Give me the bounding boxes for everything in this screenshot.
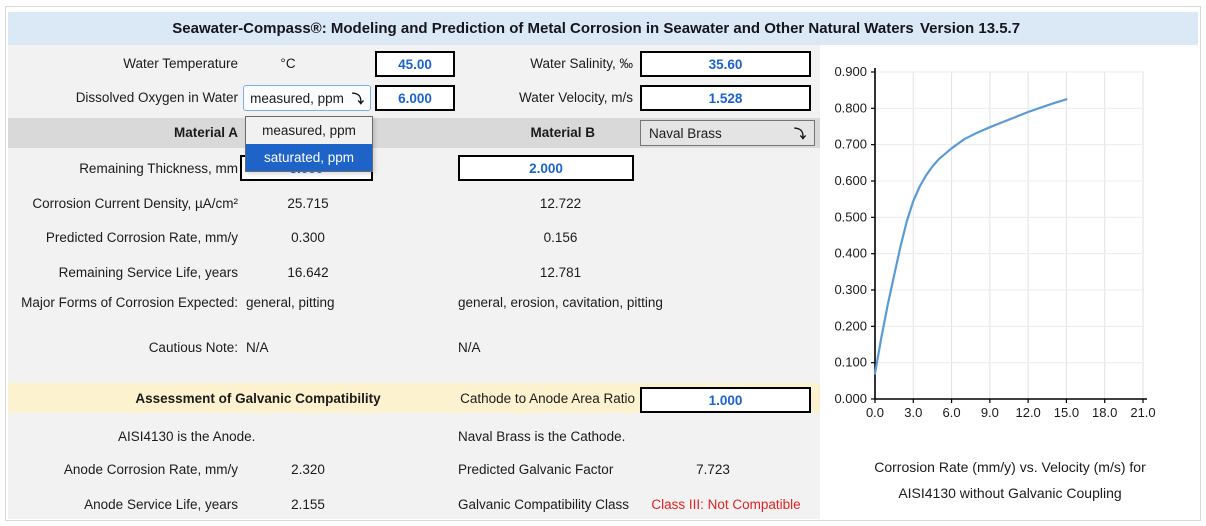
app-version: Version 13.5.7 [920, 20, 1021, 37]
service-life-b-value: 12.781 [539, 265, 582, 280]
dissolved-oxygen-select[interactable]: measured, ppm ⤵ [243, 85, 371, 111]
major-forms-b-value: general, erosion, cavitation, pitting [458, 295, 663, 310]
chart-caption: Corrosion Rate (mm/y) vs. Velocity (m/s)… [830, 455, 1190, 507]
current-density-label: Corrosion Current Density, µA/cm² [32, 196, 238, 211]
anode-life-label: Anode Service Life, years [84, 497, 238, 512]
anode-note: AISI4130 is the Anode. [118, 429, 256, 444]
water-temperature-label: Water Temperature [123, 56, 238, 71]
svg-text:0.0: 0.0 [866, 405, 884, 420]
anode-rate-value: 2.320 [291, 462, 325, 477]
service-life-a-value: 16.642 [287, 265, 329, 280]
option-measured-ppm[interactable]: measured, ppm [262, 123, 356, 138]
corrosion-rate-b-value: 0.156 [543, 230, 578, 245]
form-panel: Water Temperature °C Water Salinity, ‰ D… [8, 45, 820, 519]
svg-text:3.0: 3.0 [904, 405, 922, 420]
corrosion-rate-a-value: 0.300 [291, 230, 325, 245]
water-temperature-input[interactable] [375, 51, 455, 77]
svg-text:18.0: 18.0 [1092, 405, 1117, 420]
cautious-note-b-value: N/A [458, 340, 481, 355]
chevron-down-icon: ⤵ [793, 126, 806, 141]
corrosion-rate-chart: 0.000 0.100 0.200 0.300 0.400 0.500 0.600 0.700… [834, 64, 1155, 420]
svg-text:0.500: 0.500 [834, 209, 867, 224]
title-bar: Seawater-Compass®: Modeling and Predicti… [8, 12, 1198, 45]
svg-text:21.0: 21.0 [1130, 405, 1155, 420]
dissolved-oxygen-selected-value: measured, ppm [250, 90, 344, 106]
svg-text:0.400: 0.400 [834, 246, 867, 261]
water-salinity-input[interactable] [640, 51, 811, 77]
galvanic-heading: Assessment of Galvanic Compatibility [135, 391, 381, 406]
compat-class-label: Galvanic Compatibility Class [458, 497, 630, 512]
anode-rate-label: Anode Corrosion Rate, mm/y [63, 462, 238, 477]
dissolved-oxygen-input[interactable] [375, 85, 455, 111]
material-b-select[interactable]: Naval Brass ⤵ [640, 120, 815, 146]
area-ratio-input[interactable] [640, 387, 811, 413]
remaining-thickness-label: Remaining Thickness, mm [79, 161, 238, 176]
water-velocity-label: Water Velocity, m/s [518, 90, 633, 105]
galvanic-factor-value: 7.723 [696, 462, 730, 477]
svg-text:9.0: 9.0 [981, 405, 999, 420]
chart-caption-line2: AISI4130 without Galvanic Coupling [898, 484, 1122, 501]
cautious-note-label: Cautious Note: [148, 340, 238, 355]
temperature-unit-label: °C [280, 56, 296, 71]
svg-text:6.0: 6.0 [943, 405, 961, 420]
chart-caption-line1: Corrosion Rate (mm/y) vs. Velocity (m/s)… [874, 459, 1146, 475]
cautious-note-a-value: N/A [246, 340, 269, 355]
current-density-a-value: 25.715 [287, 196, 329, 211]
svg-text:0.000: 0.000 [834, 391, 867, 406]
svg-text:0.900: 0.900 [834, 64, 867, 79]
major-forms-label: Major Forms of Corrosion Expected: [21, 295, 238, 310]
svg-text:0.300: 0.300 [834, 282, 867, 297]
major-forms-a-value: general, pitting [246, 295, 335, 310]
option-saturated-ppm[interactable]: saturated, ppm [246, 144, 372, 171]
dissolved-oxygen-label: Dissolved Oxygen in Water [75, 90, 238, 105]
corrosion-rate-label: Predicted Corrosion Rate, mm/y [45, 230, 238, 245]
cathode-note: Naval Brass is the Cathode. [458, 429, 626, 444]
material-a-label: Material A [173, 125, 238, 140]
material-b-selected-value: Naval Brass [649, 125, 722, 141]
svg-text:0.800: 0.800 [834, 100, 867, 115]
area-ratio-label: Cathode to Anode Area Ratio [460, 391, 635, 406]
service-life-label: Remaining Service Life, years [58, 265, 238, 280]
dissolved-oxygen-options-list: measured, ppm saturated, ppm [245, 116, 373, 172]
svg-text:0.600: 0.600 [834, 173, 867, 188]
galvanic-factor-label: Predicted Galvanic Factor [458, 462, 614, 477]
water-velocity-input[interactable] [640, 85, 811, 111]
chevron-down-icon: ⤵ [351, 91, 364, 106]
svg-text:0.100: 0.100 [834, 355, 867, 370]
svg-text:15.0: 15.0 [1054, 405, 1079, 420]
svg-text:0.200: 0.200 [834, 318, 867, 333]
svg-text:12.0: 12.0 [1015, 405, 1040, 420]
svg-text:0.700: 0.700 [834, 137, 867, 152]
material-header-band: Material A Material B Naval Brass ⤵ [8, 118, 820, 148]
remaining-thickness-b-input[interactable] [458, 155, 634, 181]
app-title: Seawater-Compass®: Modeling and Predicti… [172, 20, 914, 37]
water-salinity-label: Water Salinity, ‰ [530, 56, 633, 71]
anode-life-value: 2.155 [291, 497, 325, 512]
current-density-b-value: 12.722 [539, 196, 582, 211]
material-b-label: Material B [530, 125, 595, 140]
compat-class-value: Class III: Not Compatible [651, 497, 801, 512]
